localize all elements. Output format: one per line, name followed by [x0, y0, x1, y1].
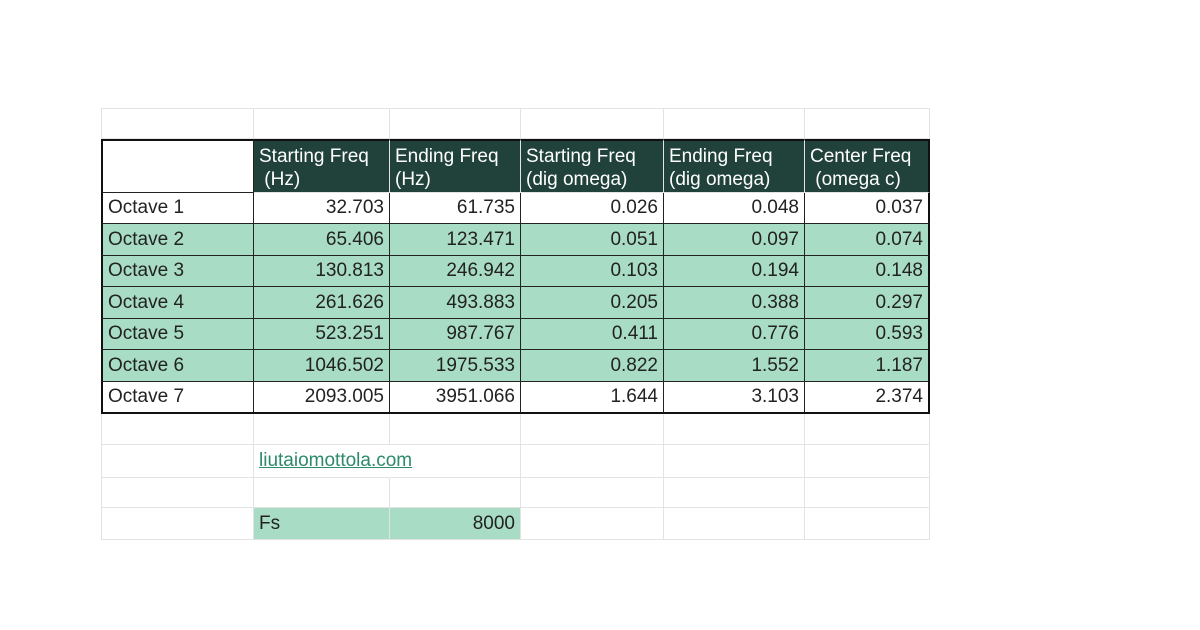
- table-cell[interactable]: 130.813: [254, 256, 390, 287]
- table-cell[interactable]: 61.735: [390, 193, 521, 224]
- table-cell[interactable]: 0.194: [664, 256, 805, 287]
- table-cell[interactable]: 3951.066: [390, 382, 521, 414]
- cell-empty[interactable]: [805, 508, 930, 540]
- cell-empty[interactable]: [101, 414, 254, 445]
- cell-empty[interactable]: [805, 478, 930, 508]
- table-cell[interactable]: 0.037: [805, 193, 930, 224]
- row-label-octave-4[interactable]: Octave 4: [101, 287, 254, 319]
- row-label-octave-6[interactable]: Octave 6: [101, 350, 254, 382]
- cell-empty[interactable]: [101, 445, 254, 478]
- spreadsheet-grid: Starting Freq (Hz) Ending Freq (Hz) Star…: [101, 108, 930, 540]
- cell-empty[interactable]: [101, 108, 254, 139]
- cell-empty[interactable]: [101, 508, 254, 540]
- fs-value-cell[interactable]: 8000: [390, 508, 521, 540]
- cell-empty[interactable]: [805, 414, 930, 445]
- table-cell[interactable]: 0.411: [521, 319, 664, 350]
- table-cell[interactable]: 0.148: [805, 256, 930, 287]
- table-cell[interactable]: 0.205: [521, 287, 664, 319]
- table-cell[interactable]: 0.593: [805, 319, 930, 350]
- table-cell[interactable]: 0.097: [664, 224, 805, 256]
- table-cell[interactable]: 261.626: [254, 287, 390, 319]
- row-label-octave-7[interactable]: Octave 7: [101, 382, 254, 414]
- cell-empty[interactable]: [521, 108, 664, 139]
- table-cell[interactable]: 0.074: [805, 224, 930, 256]
- table-cell[interactable]: 0.822: [521, 350, 664, 382]
- cell-empty[interactable]: [101, 478, 254, 508]
- table-cell[interactable]: 987.767: [390, 319, 521, 350]
- header-starting-freq-omega[interactable]: Starting Freq (dig omega): [521, 139, 664, 193]
- cell-empty[interactable]: [390, 445, 521, 478]
- website-link[interactable]: liutaiomottola.com: [259, 450, 413, 471]
- table-cell[interactable]: 3.103: [664, 382, 805, 414]
- table-cell[interactable]: 523.251: [254, 319, 390, 350]
- cell-empty[interactable]: [521, 478, 664, 508]
- cell-empty[interactable]: [521, 508, 664, 540]
- row-label-octave-2[interactable]: Octave 2: [101, 224, 254, 256]
- cell-empty[interactable]: [805, 445, 930, 478]
- header-ending-freq-omega[interactable]: Ending Freq (dig omega): [664, 139, 805, 193]
- cell-empty[interactable]: [521, 414, 664, 445]
- table-cell[interactable]: 0.051: [521, 224, 664, 256]
- table-cell[interactable]: 0.103: [521, 256, 664, 287]
- table-cell[interactable]: 1.187: [805, 350, 930, 382]
- table-cell[interactable]: 0.297: [805, 287, 930, 319]
- cell-empty[interactable]: [664, 108, 805, 139]
- table-cell[interactable]: 0.388: [664, 287, 805, 319]
- cell-empty[interactable]: [521, 445, 664, 478]
- link-cell[interactable]: liutaiomottola.com: [254, 445, 412, 478]
- cell-empty[interactable]: [664, 508, 805, 540]
- table-cell[interactable]: 0.026: [521, 193, 664, 224]
- cell-empty[interactable]: [805, 108, 930, 139]
- table-cell[interactable]: 2.374: [805, 382, 930, 414]
- table-cell[interactable]: 65.406: [254, 224, 390, 256]
- table-cell[interactable]: 1.552: [664, 350, 805, 382]
- cell-empty[interactable]: [390, 414, 521, 445]
- table-cell[interactable]: 1046.502: [254, 350, 390, 382]
- table-cell[interactable]: 493.883: [390, 287, 521, 319]
- cell-empty[interactable]: [664, 445, 805, 478]
- table-cell[interactable]: 32.703: [254, 193, 390, 224]
- cell-empty[interactable]: [254, 414, 390, 445]
- table-cell[interactable]: 2093.005: [254, 382, 390, 414]
- row-label-octave-5[interactable]: Octave 5: [101, 319, 254, 350]
- cell-empty[interactable]: [390, 108, 521, 139]
- cell-empty[interactable]: [664, 414, 805, 445]
- table-cell[interactable]: 246.942: [390, 256, 521, 287]
- table-cell[interactable]: 0.048: [664, 193, 805, 224]
- table-cell[interactable]: 1.644: [521, 382, 664, 414]
- table-cell[interactable]: 1975.533: [390, 350, 521, 382]
- cell-empty[interactable]: [664, 478, 805, 508]
- header-center-freq-omega[interactable]: Center Freq (omega c): [805, 139, 930, 193]
- cell-empty[interactable]: [390, 478, 521, 508]
- table-cell[interactable]: 0.776: [664, 319, 805, 350]
- row-label-octave-1[interactable]: Octave 1: [101, 193, 254, 224]
- header-starting-freq-hz[interactable]: Starting Freq (Hz): [254, 139, 390, 193]
- fs-label-cell[interactable]: Fs: [254, 508, 390, 540]
- header-ending-freq-hz[interactable]: Ending Freq (Hz): [390, 139, 521, 193]
- cell-empty[interactable]: [254, 478, 390, 508]
- table-cell[interactable]: 123.471: [390, 224, 521, 256]
- row-label-octave-3[interactable]: Octave 3: [101, 256, 254, 287]
- header-corner-cell[interactable]: [101, 139, 254, 193]
- cell-empty[interactable]: [254, 108, 390, 139]
